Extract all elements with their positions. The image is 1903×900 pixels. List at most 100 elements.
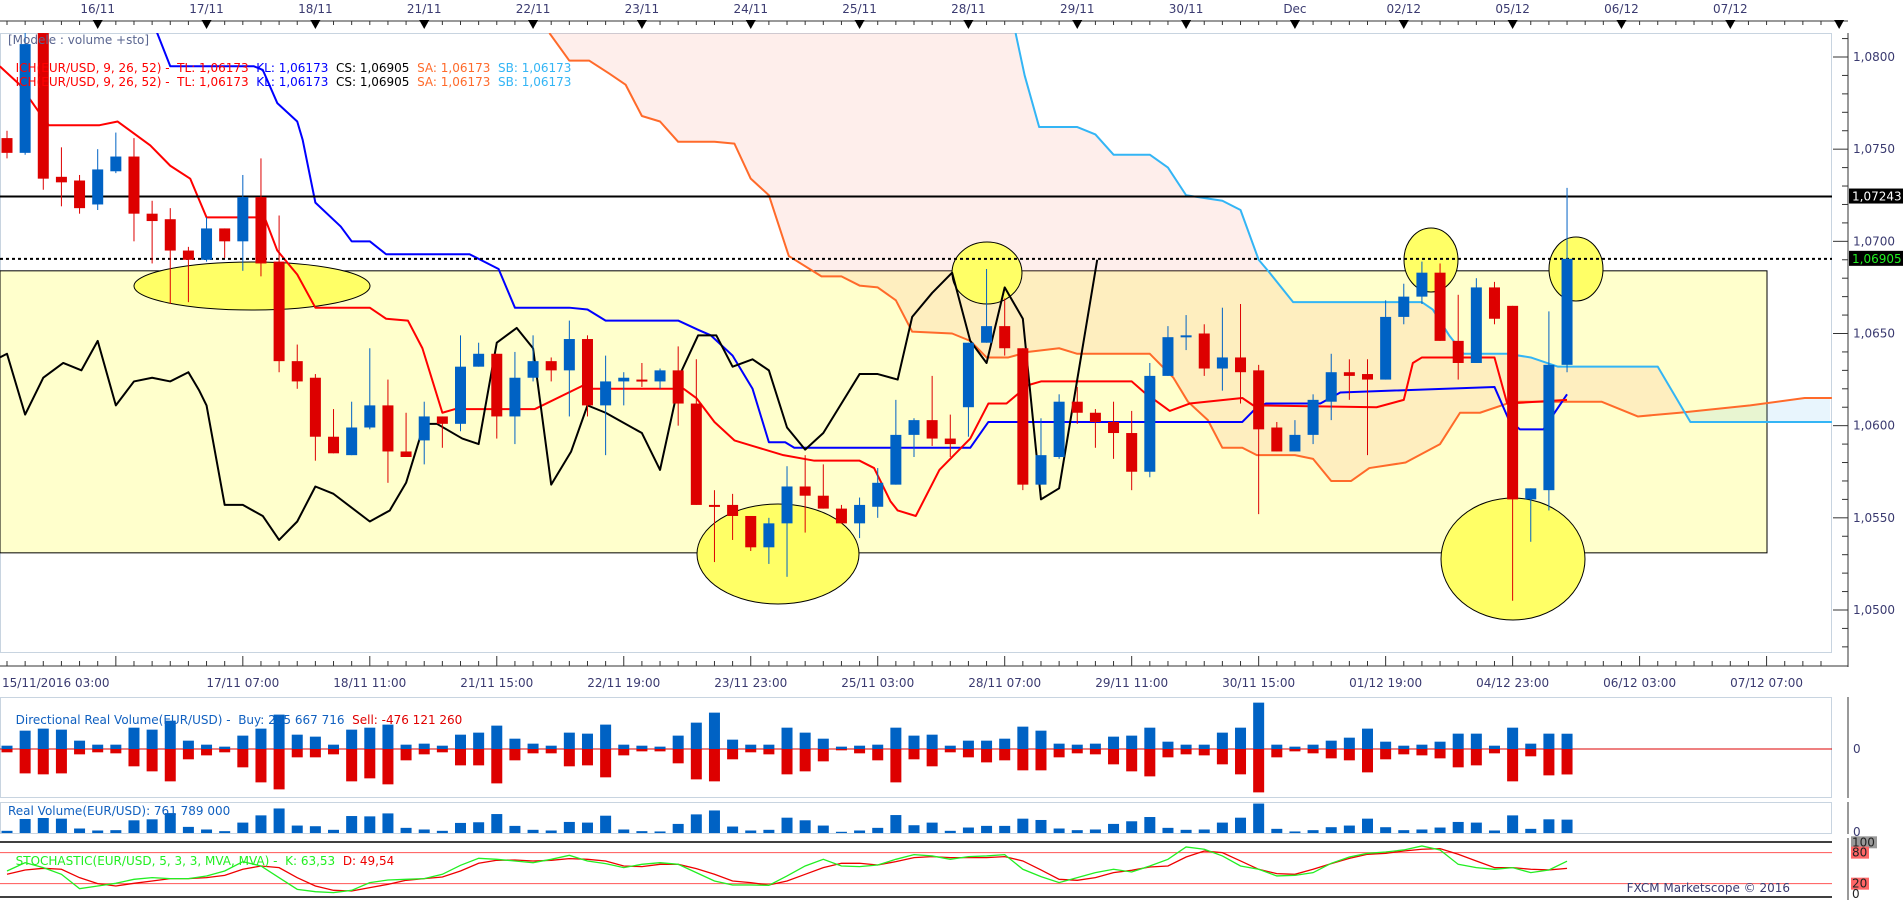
kijun-value: KL: 1,06173 <box>256 61 336 75</box>
buy-volume-bar <box>346 729 358 749</box>
buy-volume-bar <box>1561 733 1573 749</box>
sell-volume-bar <box>727 749 739 760</box>
buy-volume-bar <box>1089 743 1101 749</box>
real-volume-bar <box>1289 831 1301 833</box>
buy-volume-bar <box>92 744 104 749</box>
candle <box>563 320 575 417</box>
date-label: 06/12 <box>1604 2 1639 16</box>
buy-volume-bar <box>781 727 793 749</box>
buy-volume-bar <box>563 732 575 749</box>
candle <box>727 493 739 540</box>
sell-volume-bar <box>128 749 140 767</box>
sell-volume-bar <box>835 749 847 751</box>
real-volume-bar <box>1216 822 1228 833</box>
time-label: 29/11 11:00 <box>1095 676 1168 690</box>
bearish-cloud <box>549 33 1685 481</box>
candle-body <box>890 434 902 485</box>
sell-volume-bar <box>1108 749 1120 765</box>
sell-volume-bar <box>1162 749 1174 758</box>
buy-volume-bar <box>1271 744 1283 749</box>
candle <box>382 379 394 483</box>
real-volume-bar <box>944 830 956 833</box>
candle <box>1343 359 1355 400</box>
sell-volume-bar <box>708 749 720 782</box>
price-marker-box <box>1849 188 1903 204</box>
candle <box>1416 261 1428 305</box>
buy-volume-bar <box>1325 740 1337 749</box>
candle-body <box>1525 488 1537 500</box>
candle-body <box>527 361 539 378</box>
real-volume-bar <box>1271 828 1283 833</box>
real-volume-bar <box>309 826 321 833</box>
real-volume-bar <box>19 818 31 833</box>
buy-volume-bar <box>382 724 394 749</box>
sell-volume-bar <box>146 749 158 772</box>
buy-volume-bar <box>509 738 521 749</box>
buy-volume-bar <box>328 744 340 749</box>
real-volume-bar <box>690 814 702 833</box>
day-marker-triangle-icon <box>1398 20 1409 29</box>
real-volume-bar <box>1053 828 1065 833</box>
real-volume-bar <box>527 829 539 833</box>
candle-body <box>545 361 557 371</box>
candle-body <box>1144 375 1156 472</box>
sell-volume-bar <box>291 749 303 758</box>
candle <box>1507 305 1519 601</box>
sell-volume-bar <box>164 749 176 782</box>
real-volume-bar <box>1307 830 1319 833</box>
candle <box>1271 421 1283 452</box>
stochastic-level-box <box>1851 877 1869 890</box>
candle <box>418 401 430 465</box>
real-volume-bar <box>92 830 104 833</box>
sell-volume-bar <box>74 749 86 755</box>
real-volume-bar <box>1144 817 1156 833</box>
stochastic-d-line <box>6 848 1568 892</box>
candle-body <box>962 342 974 408</box>
sell-volume-bar <box>618 749 630 756</box>
sell-volume-bar <box>1325 749 1337 759</box>
sell-volume-bar <box>763 749 775 755</box>
sell-volume-bar <box>527 749 539 754</box>
sell-volume-bar <box>1398 749 1410 755</box>
sell-volume-bar <box>563 749 575 767</box>
buy-volume-bar <box>817 738 829 749</box>
candle-body <box>1561 258 1573 365</box>
real-volume-bar <box>799 820 811 833</box>
candle <box>1198 324 1210 376</box>
real-volume-bar <box>74 828 86 833</box>
candle <box>1434 263 1446 341</box>
price-tick-label: 1,0500 <box>1853 603 1895 617</box>
sell-volume-bar <box>182 749 194 760</box>
real-volume-bar <box>436 830 448 833</box>
sell-volume-bar <box>944 749 956 753</box>
buy-volume-bar <box>835 746 847 749</box>
candle-body <box>146 213 158 222</box>
buy-volume-bar <box>309 736 321 749</box>
candle <box>1089 409 1101 448</box>
tenkan-value: TL: 1,06173 <box>177 75 257 89</box>
sell-volume-bar <box>1235 749 1247 775</box>
buy-volume-bar <box>708 712 720 749</box>
candle-body <box>781 486 793 524</box>
candle <box>509 351 521 445</box>
candle <box>799 455 811 533</box>
buy-volume-bar <box>1071 744 1083 749</box>
buy-volume-bar <box>291 734 303 749</box>
real-volume-bar <box>636 831 648 833</box>
stochastic-level-box <box>1851 846 1869 859</box>
candle <box>201 217 213 262</box>
candle-body <box>291 361 303 382</box>
candle-body <box>1035 455 1047 485</box>
sell-volume-bar <box>219 749 231 753</box>
buy-volume-bar <box>581 733 593 749</box>
candle-body <box>55 176 67 183</box>
real-volume-bar <box>219 831 231 833</box>
sell-volume-bar <box>1089 749 1101 755</box>
real-volume-bar <box>400 827 412 833</box>
candle <box>618 372 630 406</box>
real-volume-bar <box>1561 819 1573 833</box>
candle <box>1307 394 1319 445</box>
candle <box>654 368 666 389</box>
candle <box>1235 304 1247 404</box>
